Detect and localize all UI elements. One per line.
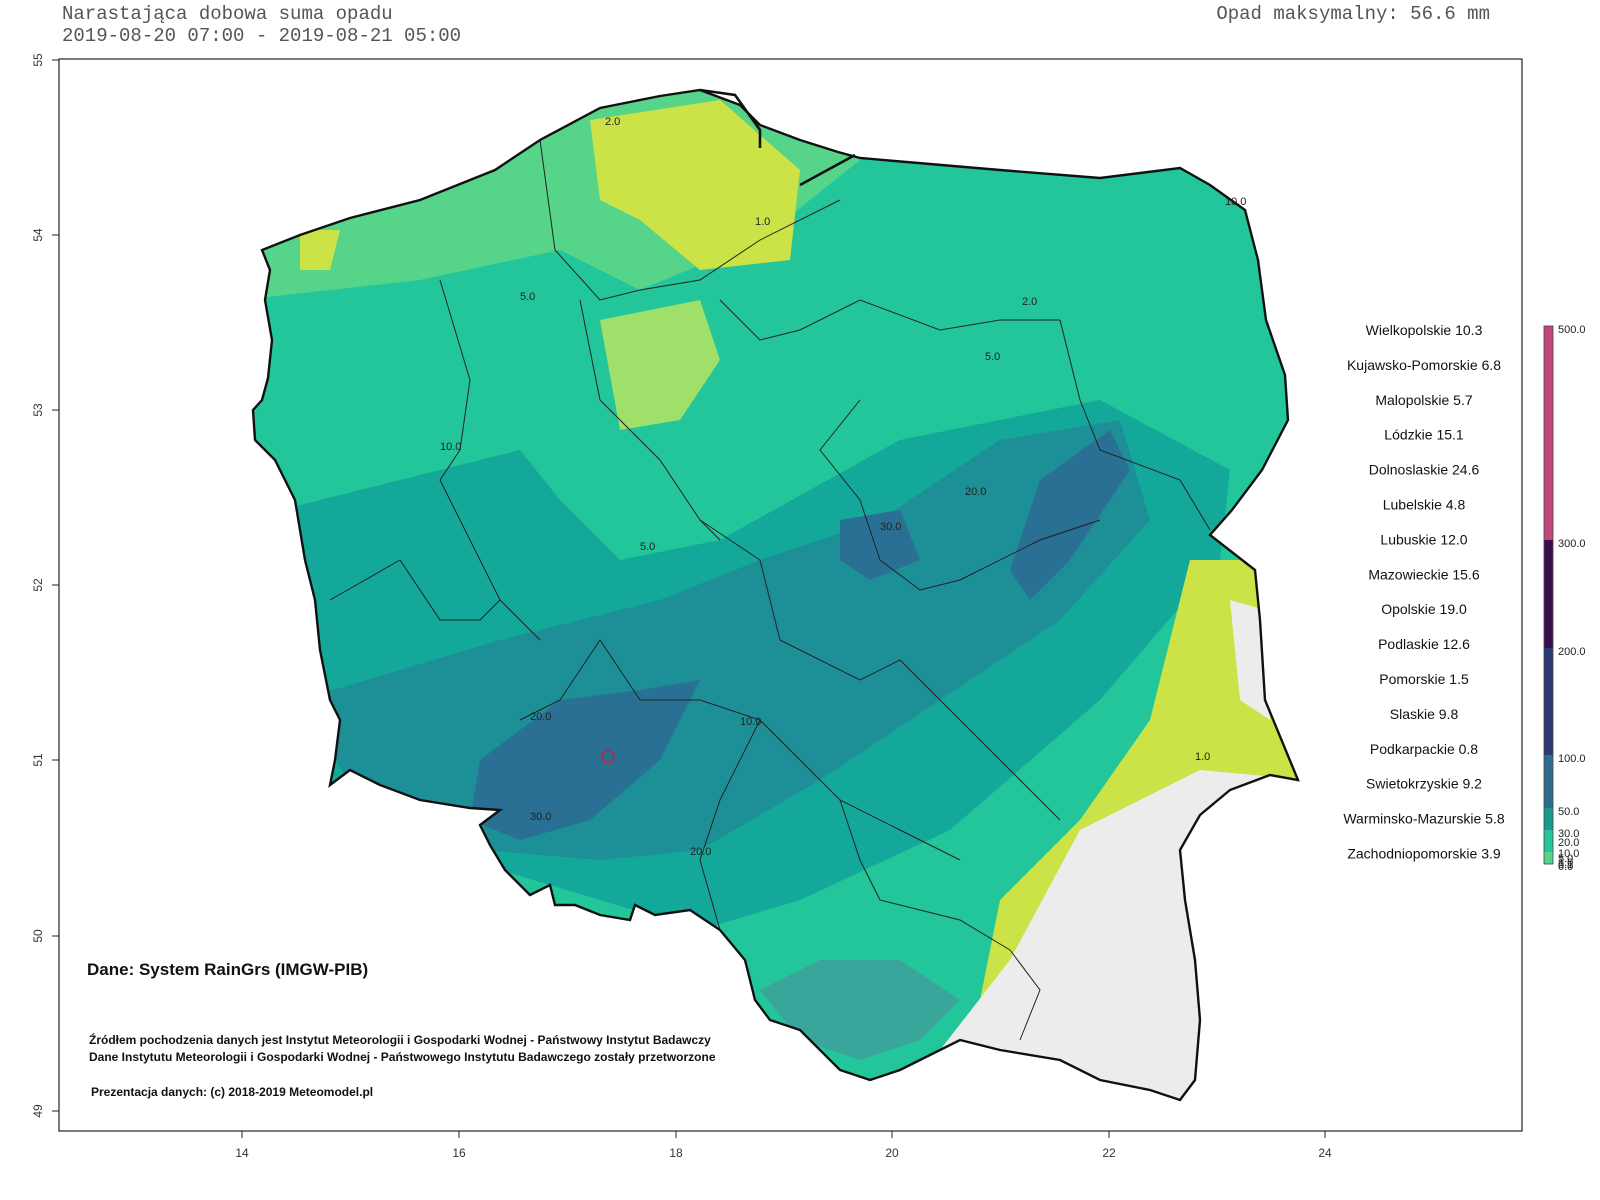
hel-peninsula [699,88,762,148]
region-stat: Kujawsko-Pomorskie 6.8 [1347,357,1501,373]
colorbar-frame [1543,325,1554,865]
contour-label: 2.0 [1022,296,1037,308]
band-30mm-mazowsze [840,510,920,580]
map-title: Narastająca dobowa suma opadu [62,3,393,25]
colorbar-segment [1544,648,1553,755]
x-tick-label: 18 [669,1146,683,1160]
colorbar-label: 1.0 [1558,857,1573,869]
colorbar-label: 30.0 [1558,828,1579,840]
credit-line-2: Dane Instytutu Meteorologii i Gospodarki… [89,1050,716,1064]
contour-label: 1.0 [1195,751,1210,763]
colorbar-label: 200.0 [1558,646,1586,658]
colorbar-label: 10.0 [1558,848,1579,860]
colorbar-label: 300.0 [1558,538,1586,550]
band-1mm-west-coast [300,230,340,270]
contour-label: 1.0 [755,216,770,228]
x-tick-label: 22 [1102,1146,1116,1160]
contour-label: 10.0 [440,441,461,453]
colorbar-segment [1544,755,1553,808]
region-stat: Malopolskie 5.7 [1375,392,1472,408]
region-stat: Lódzkie 15.1 [1384,427,1464,443]
data-source-label: Dane: System RainGrs (IMGW-PIB) [87,960,368,979]
colorbar-segment [1544,830,1553,852]
map-period: 2019-08-20 07:00 - 2019-08-21 05:00 [62,25,462,47]
region-stat: Dolnoslaskie 24.6 [1369,462,1480,478]
contour-label: 30.0 [880,521,901,533]
region-stats-list: Wielkopolskie 10.3 Kujawsko-Pomorskie 6.8… [1343,322,1505,862]
y-tick-label: 53 [31,403,45,417]
contour-label: 2.0 [605,116,620,128]
region-stat: Zachodniopomorskie 3.9 [1347,846,1501,862]
region-stat: Opolskie 19.0 [1381,601,1467,617]
region-stat: Pomorskie 1.5 [1379,671,1469,687]
voivodeship-borders [329,139,1211,1041]
max-precip-label: Opad maksymalny: 56.6 mm [1216,3,1490,25]
y-axis: 55 54 53 52 51 50 49 [31,53,59,1118]
country-outline [251,88,1300,1102]
vistula-lagoon-spit [799,153,856,187]
x-tick-label: 14 [235,1146,249,1160]
region-stat: Swietokrzyskie 9.2 [1366,776,1482,792]
contour-label: 5.0 [640,541,655,553]
colorbar-segment [1544,852,1553,864]
contour-labels: 20.0 30.0 30.0 20.0 10.0 10.0 5.0 5.0 5.… [440,116,1246,858]
contour-label: 20.0 [530,711,551,723]
region-stat: Warminsko-Mazurskie 5.8 [1343,811,1505,827]
x-tick-label: 24 [1318,1146,1332,1160]
colorbar-label: 100.0 [1558,753,1586,765]
region-stat: Slaskie 9.8 [1390,706,1459,722]
y-tick-label: 49 [31,1104,45,1118]
y-tick-label: 50 [31,929,45,943]
contour-label: 20.0 [690,846,711,858]
x-tick-label: 20 [885,1146,899,1160]
credit-line-1: Źródłem pochodzenia danych jest Instytut… [89,1032,711,1047]
region-stat: Wielkopolskie 10.3 [1366,322,1483,338]
region-stat: Podlaskie 12.6 [1378,636,1470,652]
y-tick-label: 55 [31,53,45,67]
colorbar-label: 5.0 [1558,853,1573,865]
colorbar-label: 0.1 [1558,859,1573,871]
contour-label: 5.0 [985,351,1000,363]
colorbar-segment [1544,540,1553,648]
band-30mm-dolnoslaskie [470,680,700,840]
colorbar-label: 500.0 [1558,324,1586,336]
band-1mm-pomorze [590,100,800,270]
contour-label: 10.0 [740,716,761,728]
y-tick-label: 54 [31,228,45,242]
colorbar-segment [1544,808,1553,830]
y-tick-label: 51 [31,753,45,767]
colorbar-label: 20.0 [1558,837,1579,849]
max-precip-marker [601,750,615,764]
colorbar-label: 0.0 [1558,861,1573,873]
region-stat: Podkarpackie 0.8 [1370,741,1478,757]
band-30mm-east [1010,430,1130,600]
x-tick-label: 16 [452,1146,466,1160]
band-2mm-central-north [600,300,720,430]
colorbar-legend: 500.0 300.0 200.0 100.0 50.0 30.020.010.05.01… [1543,324,1586,873]
contour-label: 20.0 [965,486,986,498]
region-stat: Mazowieckie 15.6 [1368,566,1479,582]
x-axis: 14 16 18 20 22 24 [235,1131,1332,1160]
colorbar-label: 50.0 [1558,806,1579,818]
band-mountain-mix [760,960,960,1060]
contour-label: 5.0 [520,291,535,303]
contour-label: 10.0 [1225,196,1246,208]
region-stat: Lubelskie 4.8 [1383,497,1466,513]
colorbar-segment [1544,326,1553,540]
y-tick-label: 52 [31,578,45,592]
contour-label: 30.0 [530,811,551,823]
credit-line-3: Prezentacja danych: (c) 2018-2019 Meteom… [91,1085,373,1099]
region-stat: Lubuskie 12.0 [1380,531,1467,547]
